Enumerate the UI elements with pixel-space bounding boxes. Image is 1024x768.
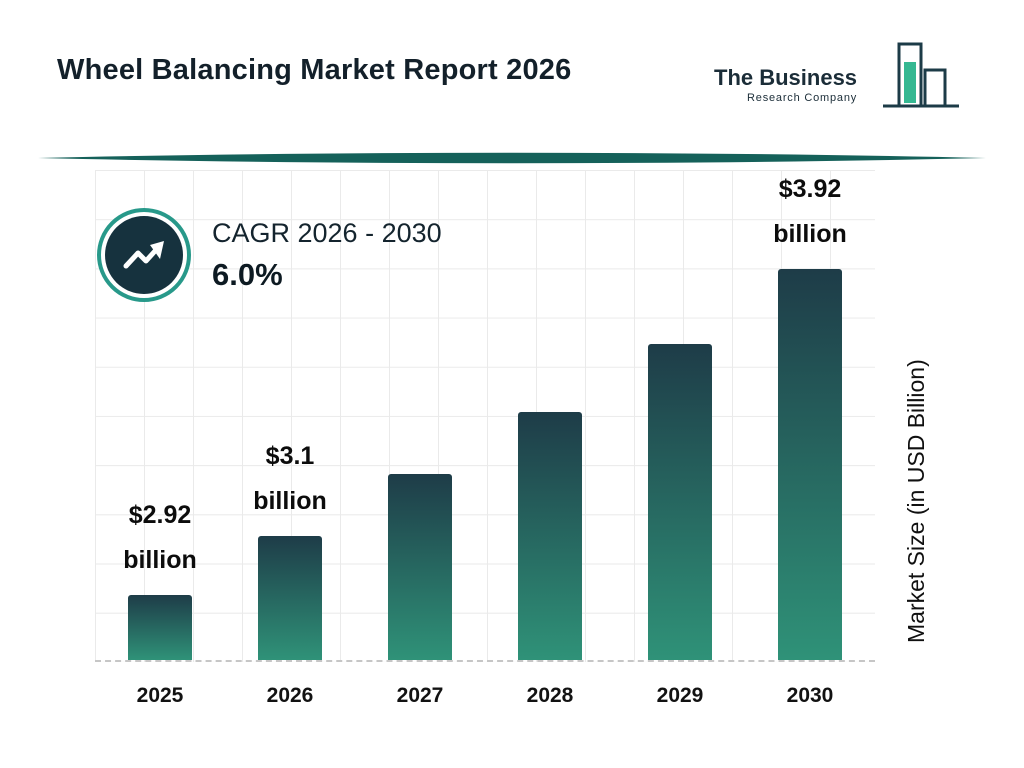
x-axis-label: 2029 — [656, 684, 704, 707]
cagr-text-block: CAGR 2026 - 2030 6.0% — [212, 218, 442, 293]
bar — [128, 595, 192, 660]
bar-column: 2029 — [615, 170, 745, 707]
badge-circle — [105, 216, 183, 294]
x-axis-label: 2026 — [266, 684, 314, 707]
bar — [778, 269, 842, 660]
x-axis-label: 2027 — [396, 684, 444, 707]
logo-subtitle: Research Company — [747, 92, 858, 105]
x-axis-label: 2028 — [526, 684, 574, 707]
bar-column: 2028 — [485, 170, 615, 707]
trending-up-arrow-icon — [118, 229, 170, 282]
bar-value-label: $2.92 billion — [123, 501, 197, 574]
bar — [388, 474, 452, 660]
bar-column: $3.1 billion 2026 — [225, 170, 355, 707]
y-axis-title: Market Size (in USD Billion) — [903, 359, 929, 643]
plot-area: $2.92 billion 2025 $3.1 billion 2026 2027 2028 2… — [95, 170, 875, 707]
bar-value-label: $3.92 billion — [773, 175, 847, 248]
bar-chart-icon — [863, 40, 960, 125]
page-title: Wheel Balancing Market Report 2026 — [57, 54, 572, 86]
x-axis-label: 2030 — [786, 684, 834, 707]
bar — [648, 344, 712, 660]
bar — [518, 412, 582, 660]
bar-column: 2027 — [355, 170, 485, 707]
logo-text: The Business Research Company — [714, 65, 858, 105]
lens-divider — [38, 150, 986, 171]
bars-row: $2.92 billion 2025 $3.1 billion 2026 2027 2028 2… — [95, 170, 875, 707]
bar-value-label: $3.1 billion — [253, 442, 327, 515]
company-logo: The Business Research Company — [714, 40, 960, 125]
bar-column: $2.92 billion 2025 — [95, 170, 225, 707]
logo-name: The Business — [714, 65, 858, 90]
cagr-value: 6.0% — [212, 257, 283, 292]
x-axis-label: 2025 — [136, 684, 184, 707]
cagr-label: CAGR 2026 - 2030 — [212, 218, 442, 248]
cagr-badge — [97, 208, 191, 302]
bar — [258, 536, 322, 660]
bar-column: $3.92 billion 2030 — [745, 170, 875, 707]
